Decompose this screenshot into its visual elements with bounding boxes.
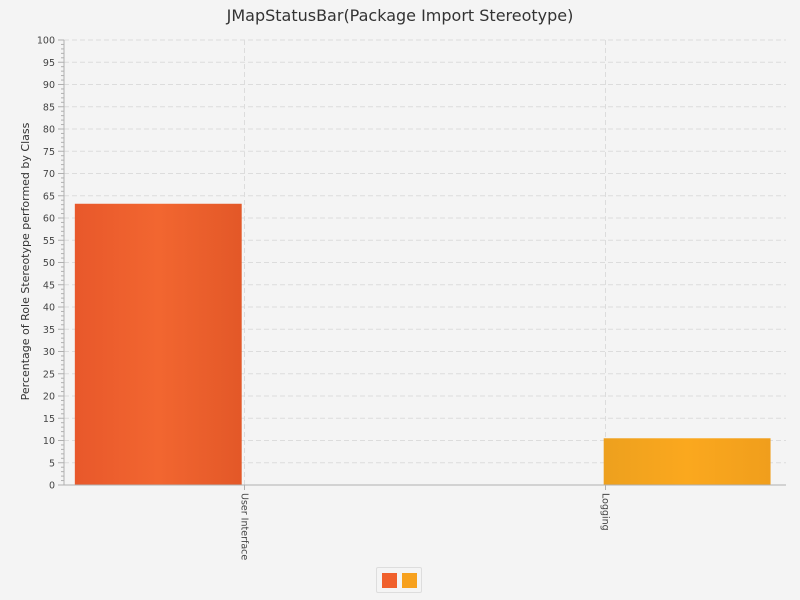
y-tick-label: 60	[43, 214, 55, 225]
bar-logging	[603, 438, 771, 485]
y-tick-label: 50	[43, 258, 55, 269]
y-tick-label: 5	[49, 458, 55, 469]
y-tick-label: 45	[43, 280, 55, 291]
y-tick-label: 65	[43, 191, 55, 202]
y-tick-label: 80	[43, 125, 55, 136]
y-tick-label: 100	[37, 36, 55, 47]
y-tick-label: 20	[43, 392, 55, 403]
x-tick-label: User Interface	[239, 493, 250, 560]
y-tick-label: 10	[43, 436, 55, 447]
y-tick-label: 75	[43, 147, 55, 158]
y-axis-title: Percentage of Role Stereotype performed …	[19, 122, 32, 400]
bar-user-interface	[74, 203, 242, 485]
grid-lines	[64, 39, 786, 485]
y-tick-label: 35	[43, 325, 55, 336]
y-tick-label: 0	[49, 481, 55, 492]
y-tick-label: 55	[43, 236, 55, 247]
y-tick-label: 70	[43, 169, 55, 180]
y-tick-label: 85	[43, 102, 55, 113]
legend	[376, 567, 422, 593]
y-tick-label: 90	[43, 80, 55, 91]
y-tick-label: 40	[43, 303, 55, 314]
legend-swatch-series-1	[382, 573, 397, 588]
y-tick-label: 95	[43, 58, 55, 69]
chart-title: JMapStatusBar(Package Import Stereotype)	[226, 6, 574, 25]
bars	[74, 203, 771, 485]
y-tick-label: 25	[43, 369, 55, 380]
y-tick-label: 30	[43, 347, 55, 358]
y-tick-label: 15	[43, 414, 55, 425]
axes: Percentage of Role Stereotype performed …	[19, 36, 786, 560]
x-tick-label: Logging	[600, 493, 611, 531]
legend-swatch-series-2	[402, 573, 417, 588]
